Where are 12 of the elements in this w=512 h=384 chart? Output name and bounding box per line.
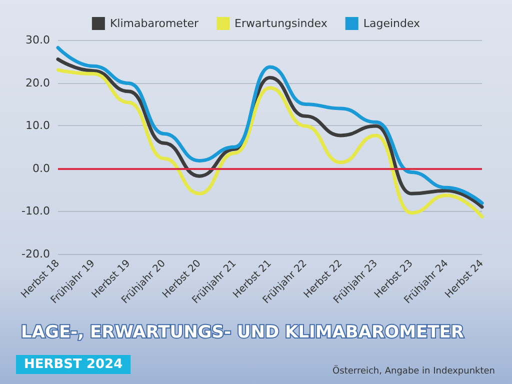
text: Österreich, Angabe in Indexpunkten	[332, 364, 496, 376]
text: LAGE-, ERWARTUNGS- UND KLIMABAROMETER	[21, 322, 464, 342]
y-tick-label: 10.0	[26, 119, 50, 132]
y-tick-label: 0.0	[32, 162, 50, 175]
y-tick-label: 20.0	[26, 76, 50, 90]
y-tick-label: -20.0	[22, 248, 50, 260]
legend-label: Erwartungsindex	[234, 17, 328, 30]
y-tick-label: -10.0	[22, 204, 50, 218]
text: HERBST 2024	[24, 357, 123, 372]
legend-label: Klimabarometer	[110, 17, 200, 30]
legend-label: Lageindex	[363, 17, 421, 30]
y-tick-label: 30.0	[26, 34, 50, 46]
